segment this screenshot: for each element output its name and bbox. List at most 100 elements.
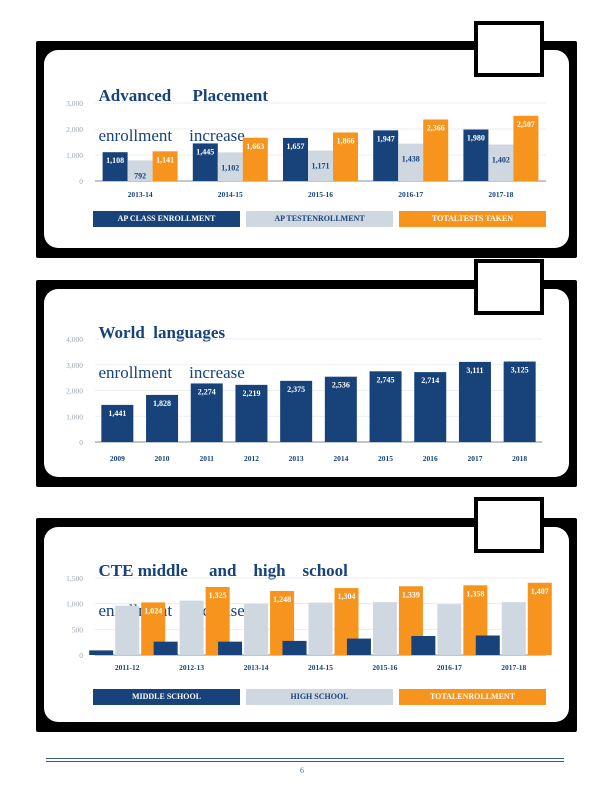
- cte-category-label: 2016-17: [437, 663, 462, 672]
- wl-data-label: 2,536: [332, 381, 350, 390]
- wl-data-label: 2,375: [287, 385, 305, 394]
- ap-legend-total-tests-label: TOTALTESTS TAKEN: [431, 214, 514, 223]
- ap-legend-test-enrollment: AP TESTENROLLMENT: [246, 211, 393, 227]
- wl-corner-box: [474, 259, 544, 315]
- wl-category-label: 2014: [333, 454, 348, 463]
- wl-data-label: 2,714: [421, 376, 439, 385]
- cte-legend-middle-school: MIDDLE SCHOOL: [93, 689, 240, 705]
- ap-bar: [152, 151, 178, 181]
- wl-category-label: 2012: [244, 454, 259, 463]
- cte-data-label: 1,339: [402, 590, 420, 599]
- cte-bar: [475, 635, 500, 655]
- cte-ytick-label: 1,500: [66, 574, 83, 583]
- wl-data-label: 1,828: [153, 399, 171, 408]
- cte-data-label: 1,024: [144, 606, 162, 615]
- wl-category-label: 2018: [512, 454, 527, 463]
- cte-data-label: 1,248: [273, 595, 291, 604]
- wl-ytick-label: 4,000: [66, 335, 83, 344]
- cte-bar: [115, 605, 140, 655]
- cte-ytick-label: 500: [72, 625, 84, 634]
- ap-data-label: 792: [134, 171, 146, 180]
- wl-data-label: 3,111: [466, 366, 483, 375]
- cte-bar: [89, 650, 114, 655]
- ap-bar: [217, 152, 243, 181]
- ap-bar: [423, 119, 449, 181]
- wl-bar: [503, 361, 536, 442]
- ap-bar: [333, 132, 358, 181]
- ap-bar: [488, 144, 514, 181]
- wl-data-label: 3,125: [511, 366, 529, 375]
- ap-data-label: 1,657: [287, 142, 305, 151]
- cte-bar: [346, 638, 371, 655]
- cte-bar: [153, 641, 178, 655]
- ap-bar: [373, 130, 399, 181]
- cte-bar: [244, 603, 269, 655]
- wl-category-label: 2010: [155, 454, 170, 463]
- cte-legend-total-enrollment-label: TOTALENROLLMENT: [429, 692, 516, 701]
- ap-chart-title: Advanced Placement enrollment increase: [90, 66, 269, 146]
- ap-legend-test-enrollment-label: AP TESTENROLLMENT: [274, 214, 365, 223]
- ap-bar: [242, 137, 268, 181]
- ap-category-label: 2014-15: [218, 190, 243, 199]
- ap-bar: [308, 150, 333, 181]
- cte-bar: [179, 600, 204, 655]
- ap-data-label: 1,947: [377, 134, 395, 143]
- wl-category-label: 2009: [110, 454, 125, 463]
- wl-data-label: 2,745: [377, 375, 395, 384]
- wl-title-bold: World languages: [98, 323, 226, 342]
- cte-bar: [527, 582, 552, 655]
- ap-category-label: 2017-18: [488, 190, 513, 199]
- ap-ytick-label: 2,000: [66, 125, 83, 134]
- wl-data-label: 2,219: [242, 389, 260, 398]
- cte-legend-total-enrollment: TOTALENROLLMENT: [399, 689, 546, 705]
- ap-data-label: 1,108: [106, 156, 124, 165]
- wl-ytick-label: 3,000: [66, 361, 83, 370]
- cte-legend-middle-school-label: MIDDLE SCHOOL: [131, 692, 202, 701]
- ap-bar: [283, 137, 308, 181]
- ap-data-label: 1,445: [196, 147, 214, 156]
- cte-category-label: 2011-12: [115, 663, 140, 672]
- ap-bar: [513, 115, 539, 181]
- cte-corner-box: [474, 497, 544, 553]
- ap-data-label: 1,866: [337, 136, 355, 145]
- cte-data-label: 1,304: [338, 592, 356, 601]
- ap-data-label: 1,171: [312, 162, 330, 171]
- cte-ytick-label: 0: [79, 651, 83, 660]
- ap-title-rest: enrollment increase: [98, 126, 245, 145]
- wl-bar: [146, 394, 179, 442]
- wl-ytick-label: 1,000: [66, 412, 83, 421]
- cte-title-bold: CTE middle and high school: [98, 561, 348, 580]
- cte-legend-high-school-label: HIGH SCHOOL: [290, 692, 349, 701]
- cte-bar: [372, 602, 397, 655]
- wl-bar: [458, 361, 491, 442]
- wl-category-label: 2013: [289, 454, 304, 463]
- cte-category-label: 2012-13: [179, 663, 204, 672]
- ap-corner-box: [474, 21, 544, 77]
- ap-legend-class-enrollment: AP CLASS ENROLLMENT: [93, 211, 240, 227]
- cte-category-label: 2014-15: [308, 663, 333, 672]
- ap-ytick-label: 3,000: [66, 99, 83, 108]
- wl-ytick-label: 0: [79, 438, 83, 447]
- wl-chart-title: World languages enrollment increase: [90, 303, 245, 383]
- cte-category-label: 2015-16: [372, 663, 397, 672]
- cte-data-label: 1,325: [209, 591, 227, 600]
- ap-data-label: 1,438: [402, 155, 420, 164]
- ap-category-label: 2015-16: [308, 190, 333, 199]
- wl-bar: [235, 384, 268, 442]
- wl-bar: [280, 380, 313, 442]
- ap-category-label: 2016-17: [398, 190, 423, 199]
- ap-data-label: 1,663: [246, 142, 264, 151]
- cte-bar: [282, 640, 307, 655]
- ap-data-label: 2,366: [427, 123, 445, 132]
- cte-category-label: 2017-18: [501, 663, 526, 672]
- ap-bar: [192, 143, 218, 181]
- wl-ytick-label: 2,000: [66, 387, 83, 396]
- cte-category-label: 2013-14: [244, 663, 269, 672]
- cte-bar: [411, 636, 436, 655]
- ap-category-label: 2013-14: [128, 190, 153, 199]
- wl-data-label: 2,274: [198, 387, 216, 396]
- cte-legend-high-school: HIGH SCHOOL: [246, 689, 393, 705]
- wl-bar: [369, 371, 402, 442]
- ap-data-label: 1,102: [221, 163, 239, 172]
